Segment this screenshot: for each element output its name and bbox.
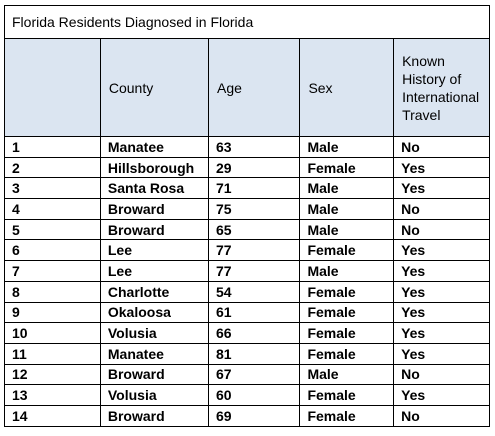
title-row: Florida Residents Diagnosed in Florida xyxy=(4,5,490,39)
table-title: Florida Residents Diagnosed in Florida xyxy=(4,5,490,39)
table-row: 1 Manatee 63 Male No xyxy=(4,136,490,158)
cell-index: 10 xyxy=(4,322,101,344)
cell-sex: Male xyxy=(299,218,395,241)
cell-age: 60 xyxy=(208,384,301,406)
cell-index: 2 xyxy=(4,156,101,179)
table-row: 4 Broward 75 Male No xyxy=(4,198,490,220)
table-row: 12 Broward 67 Male No xyxy=(4,363,490,386)
cell-county: Santa Rosa xyxy=(99,177,210,200)
cell-travel: Yes xyxy=(393,301,490,324)
cell-county: Broward xyxy=(99,218,210,241)
cell-sex: Female xyxy=(299,156,395,179)
cell-travel: Yes xyxy=(393,342,490,365)
cell-travel: Yes xyxy=(393,156,490,179)
cell-travel: Yes xyxy=(393,322,490,344)
header-age: Age xyxy=(208,38,301,137)
cell-county: Broward xyxy=(99,198,210,220)
cell-sex: Female xyxy=(299,280,395,303)
header-sex: Sex xyxy=(299,38,395,137)
cell-county: Volusia xyxy=(99,322,210,344)
cell-age: 75 xyxy=(208,198,301,220)
cell-age: 77 xyxy=(208,239,301,262)
cell-sex: Female xyxy=(299,384,395,406)
cell-travel: Yes xyxy=(393,384,490,406)
table-row: 3 Santa Rosa 71 Male Yes xyxy=(4,177,490,200)
cell-travel: No xyxy=(393,198,490,220)
cell-travel: Yes xyxy=(393,239,490,262)
cell-index: 9 xyxy=(4,301,101,324)
cell-county: Lee xyxy=(99,260,210,282)
cell-travel: Yes xyxy=(393,177,490,200)
cell-index: 1 xyxy=(4,136,101,158)
cell-age: 66 xyxy=(208,322,301,344)
cell-county: Broward xyxy=(99,363,210,386)
header-county: County xyxy=(99,38,210,137)
cell-index: 6 xyxy=(4,239,101,262)
cell-sex: Female xyxy=(299,301,395,324)
cell-sex: Male xyxy=(299,198,395,220)
cell-travel: No xyxy=(393,404,490,427)
cell-county: Charlotte xyxy=(99,280,210,303)
cell-travel: Yes xyxy=(393,280,490,303)
cell-county: Manatee xyxy=(99,136,210,158)
cell-age: 63 xyxy=(208,136,301,158)
cell-sex: Female xyxy=(299,342,395,365)
cell-sex: Male xyxy=(299,363,395,386)
cell-index: 7 xyxy=(4,260,101,282)
table-row: 9 Okaloosa 61 Female Yes xyxy=(4,301,490,324)
cell-sex: Male xyxy=(299,177,395,200)
header-travel-history: Known History of International Travel xyxy=(393,38,490,137)
header-index xyxy=(4,38,101,137)
cell-age: 61 xyxy=(208,301,301,324)
table-container: Florida Residents Diagnosed in Florida C… xyxy=(4,5,490,427)
cell-age: 69 xyxy=(208,404,301,427)
cell-age: 81 xyxy=(208,342,301,365)
cell-sex: Female xyxy=(299,239,395,262)
cell-index: 8 xyxy=(4,280,101,303)
cell-county: Volusia xyxy=(99,384,210,406)
cell-sex: Female xyxy=(299,322,395,344)
table-row: 14 Broward 69 Female No xyxy=(4,404,490,427)
table-row: 2 Hillsborough 29 Female Yes xyxy=(4,156,490,179)
cell-travel: No xyxy=(393,136,490,158)
cell-index: 12 xyxy=(4,363,101,386)
cases-table: Florida Residents Diagnosed in Florida C… xyxy=(4,5,490,427)
cell-county: Broward xyxy=(99,404,210,427)
cell-index: 5 xyxy=(4,218,101,241)
table-row: 7 Lee 77 Male Yes xyxy=(4,260,490,282)
cell-age: 65 xyxy=(208,218,301,241)
cell-county: Hillsborough xyxy=(99,156,210,179)
cell-index: 14 xyxy=(4,404,101,427)
cell-index: 11 xyxy=(4,342,101,365)
header-row: County Age Sex Known History of Internat… xyxy=(4,38,490,137)
cell-age: 67 xyxy=(208,363,301,386)
cell-county: Lee xyxy=(99,239,210,262)
cell-county: Manatee xyxy=(99,342,210,365)
table-row: 10 Volusia 66 Female Yes xyxy=(4,322,490,344)
cell-age: 71 xyxy=(208,177,301,200)
table-row: 5 Broward 65 Male No xyxy=(4,218,490,241)
cell-index: 3 xyxy=(4,177,101,200)
cell-age: 29 xyxy=(208,156,301,179)
cell-index: 13 xyxy=(4,384,101,406)
cell-age: 77 xyxy=(208,260,301,282)
table-row: 6 Lee 77 Female Yes xyxy=(4,239,490,262)
cell-county: Okaloosa xyxy=(99,301,210,324)
cell-travel: Yes xyxy=(393,260,490,282)
table-row: 13 Volusia 60 Female Yes xyxy=(4,384,490,406)
cell-sex: Male xyxy=(299,260,395,282)
cell-sex: Male xyxy=(299,136,395,158)
cell-index: 4 xyxy=(4,198,101,220)
table-row: 11 Manatee 81 Female Yes xyxy=(4,342,490,365)
cell-sex: Female xyxy=(299,404,395,427)
cell-travel: No xyxy=(393,363,490,386)
table-row: 8 Charlotte 54 Female Yes xyxy=(4,280,490,303)
cell-age: 54 xyxy=(208,280,301,303)
cell-travel: No xyxy=(393,218,490,241)
